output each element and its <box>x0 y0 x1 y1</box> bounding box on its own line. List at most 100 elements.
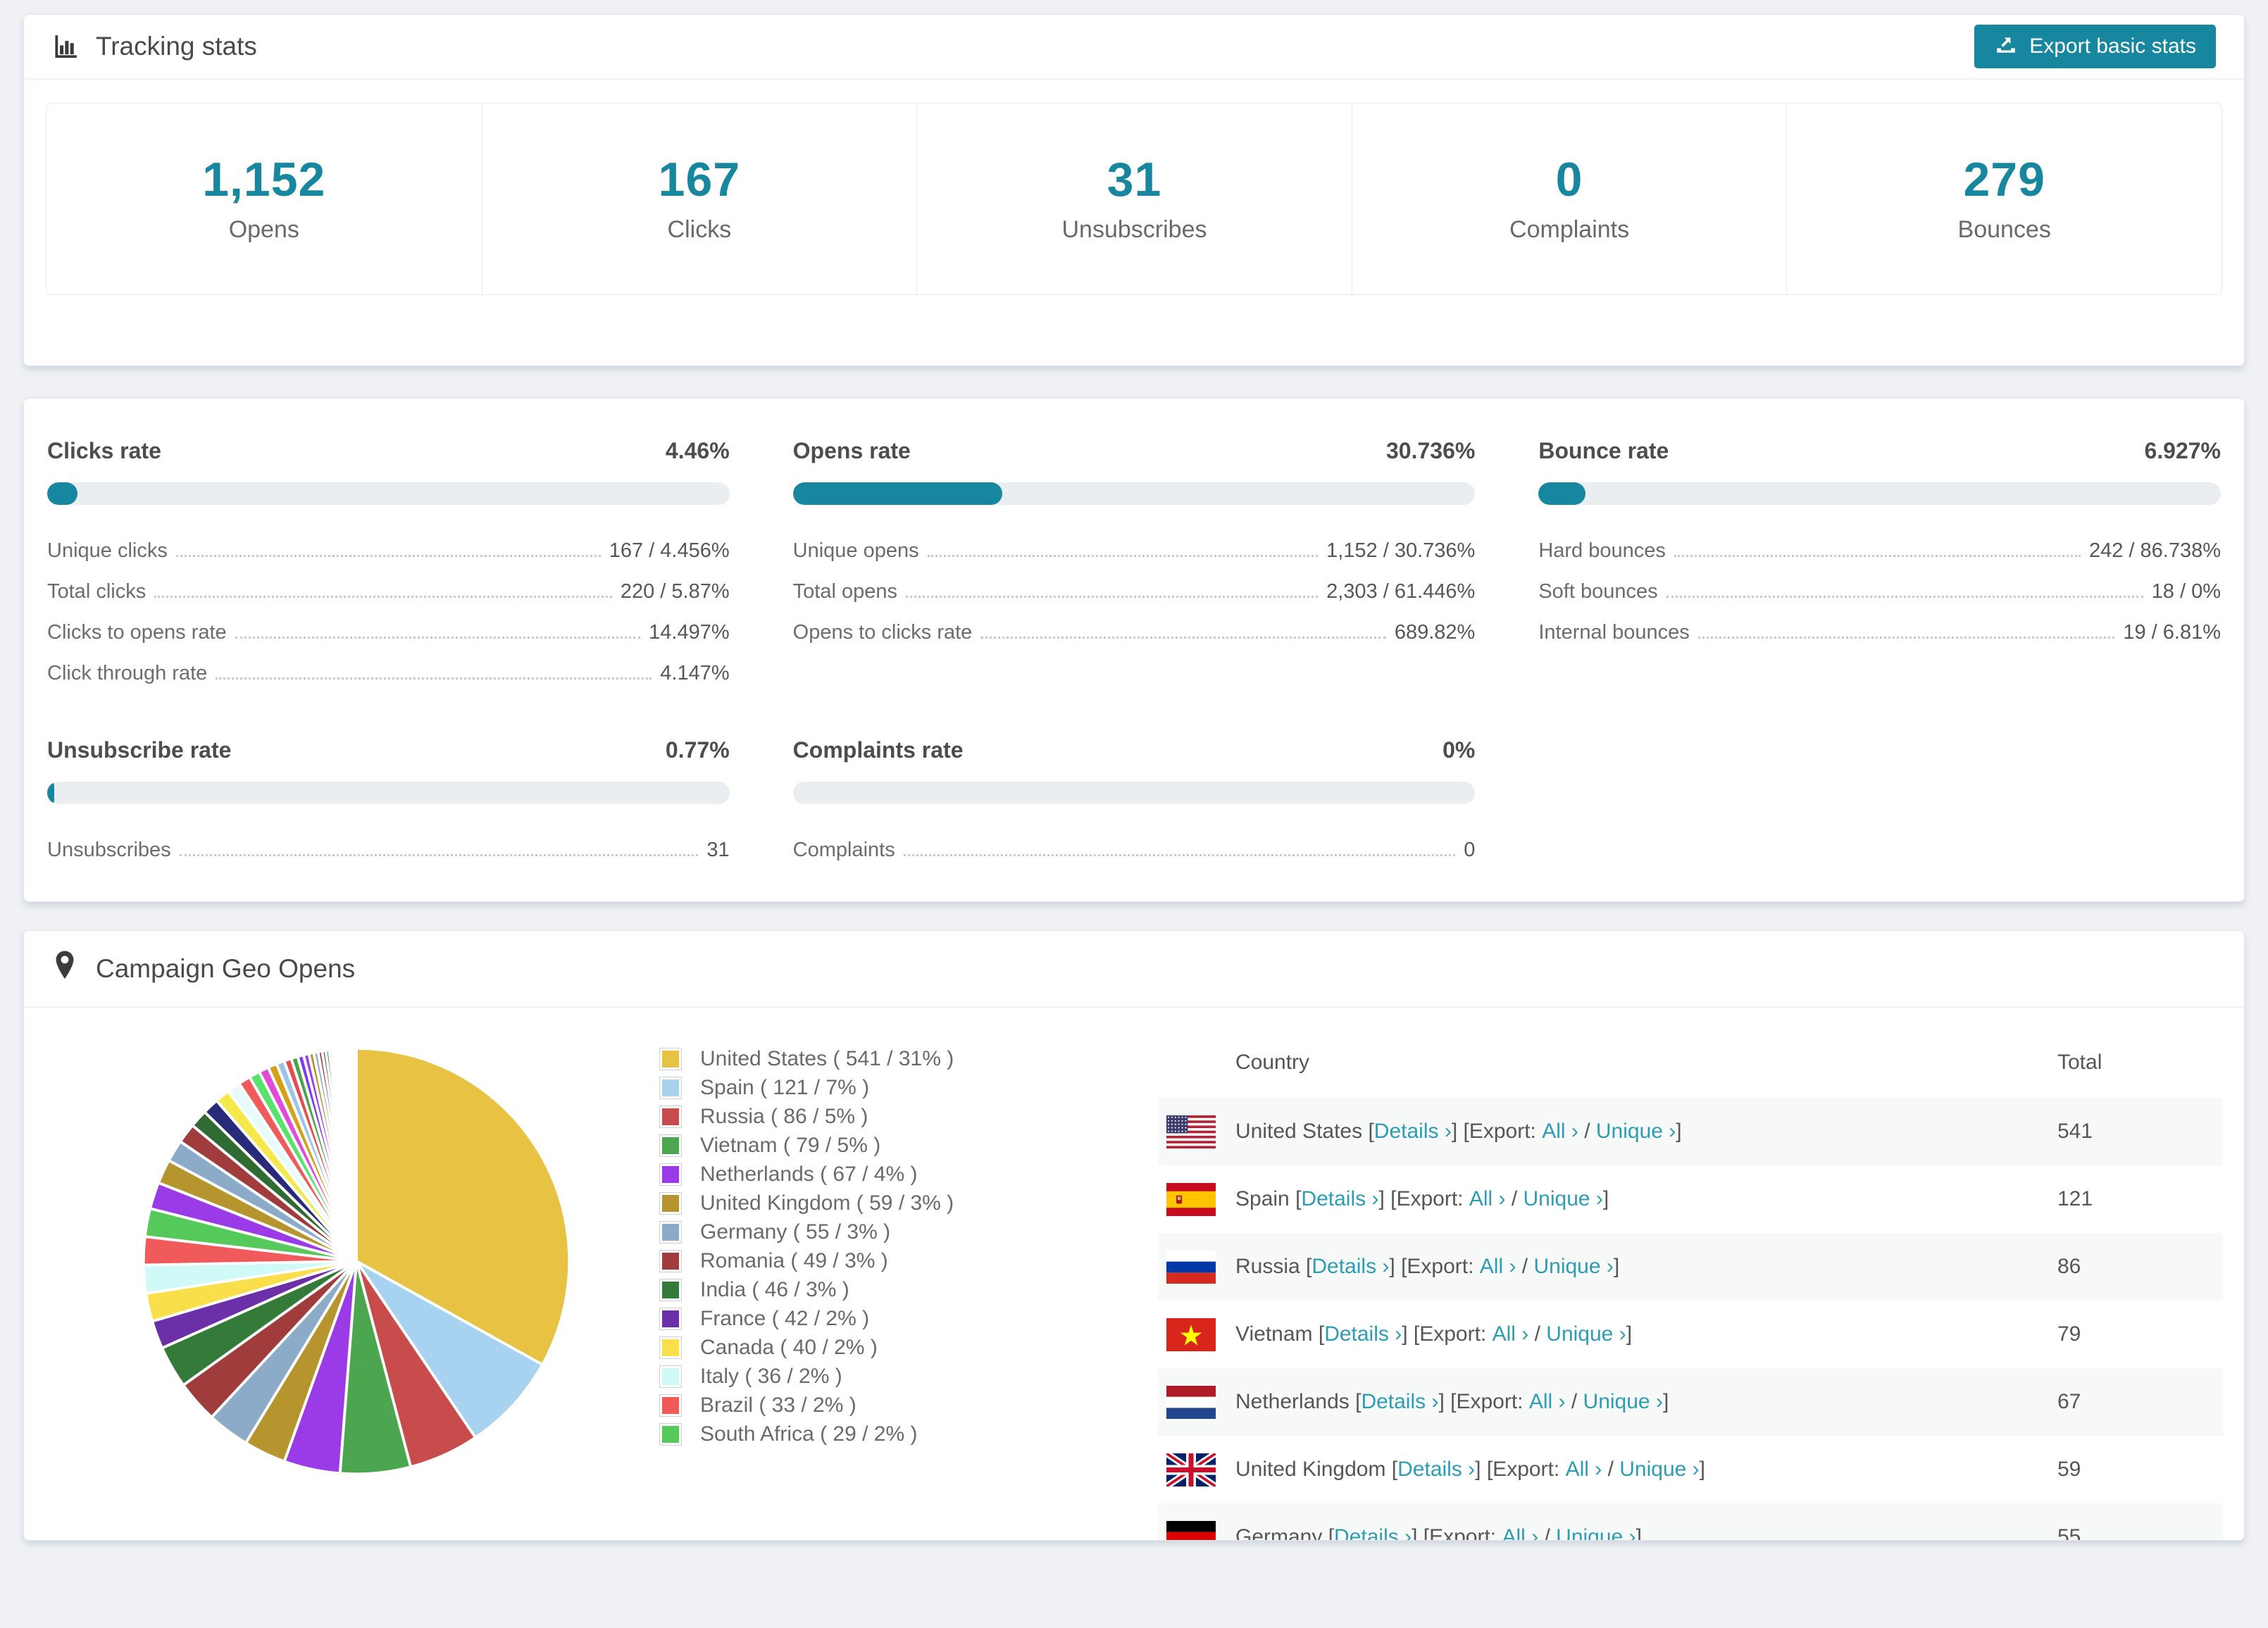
legend-label: United States ( 541 / 31% ) <box>700 1046 954 1070</box>
country-cell: United States [Details ›] [Export: All ›… <box>1158 1115 2057 1148</box>
flag-icon-us <box>1166 1115 1216 1148</box>
geo-table-body: United States [Details ›] [Export: All ›… <box>1158 1098 2223 1541</box>
export-basic-stats-button[interactable]: Export basic stats <box>1974 25 2216 68</box>
rate-detail-row: Internal bounces 19 / 6.81% <box>1538 605 2221 646</box>
export-all-link[interactable]: All › <box>1528 1390 1566 1413</box>
legend-swatch <box>659 1047 682 1070</box>
legend-label: Germany ( 55 / 3% ) <box>700 1220 891 1244</box>
export-prefix: [Export: <box>1401 1255 1474 1278</box>
export-unique-link[interactable]: Unique › <box>1546 1322 1626 1346</box>
geo-pie-chart[interactable] <box>138 1043 575 1479</box>
export-all-link[interactable]: All › <box>1479 1255 1516 1278</box>
summary-stat-complaints: 0 Complaints <box>1351 104 1787 294</box>
legend-item-italy[interactable]: Italy ( 36 / 2% ) <box>659 1362 1075 1391</box>
stat-value: 1,152 <box>202 153 326 206</box>
rate-detail-row: Soft bounces 18 / 0% <box>1538 564 2221 605</box>
legend-item-south-africa[interactable]: South Africa ( 29 / 2% ) <box>659 1420 1075 1448</box>
export-all-link[interactable]: All › <box>1502 1525 1539 1541</box>
legend-swatch <box>659 1220 682 1244</box>
geo-table-row-vietnam: Vietnam [Details ›] [Export: All › / Uni… <box>1158 1301 2223 1368</box>
rate-detail-value: 220 / 5.87% <box>620 580 730 603</box>
flag-icon-ru <box>1166 1250 1216 1284</box>
geo-table-row-germany: Germany [Details ›] [Export: All › / Uni… <box>1158 1503 2223 1541</box>
geo-pie-legend: United States ( 541 / 31% ) Spain ( 121 /… <box>659 1044 1075 1448</box>
rate-progress-fill <box>792 482 1003 505</box>
legend-swatch <box>659 1278 682 1301</box>
export-prefix: [Export: <box>1390 1187 1464 1210</box>
export-unique-link[interactable]: Unique › <box>1619 1458 1700 1481</box>
legend-item-russia[interactable]: Russia ( 86 / 5% ) <box>659 1102 1075 1131</box>
tracking-stats-header: Tracking stats Export basic stats <box>24 15 2244 80</box>
legend-item-romania[interactable]: Romania ( 49 / 3% ) <box>659 1246 1075 1275</box>
country-details-link[interactable]: Details › <box>1334 1525 1412 1541</box>
rate-detail-value: 14.497% <box>649 621 730 644</box>
legend-item-vietnam[interactable]: Vietnam ( 79 / 5% ) <box>659 1131 1075 1160</box>
country-details-link[interactable]: Details › <box>1311 1255 1390 1278</box>
legend-item-united-states[interactable]: United States ( 541 / 31% ) <box>659 1044 1075 1073</box>
export-all-link[interactable]: All › <box>1542 1120 1578 1143</box>
legend-item-spain[interactable]: Spain ( 121 / 7% ) <box>659 1073 1075 1102</box>
export-unique-link[interactable]: Unique › <box>1533 1255 1614 1278</box>
dotted-leader <box>927 555 1319 557</box>
rate-panel-unsubscribe-rate: Unsubscribe rate 0.77% Unsubscribes 31 <box>47 737 730 863</box>
rate-detail-label: Internal bounces <box>1538 621 1690 644</box>
rate-detail-value: 1,152 / 30.736% <box>1326 539 1476 562</box>
export-unique-link[interactable]: Unique › <box>1556 1525 1636 1541</box>
country-cell: Germany [Details ›] [Export: All › / Uni… <box>1158 1520 2057 1541</box>
rate-detail-value: 167 / 4.456% <box>609 539 730 562</box>
export-all-link[interactable]: All › <box>1492 1322 1529 1346</box>
export-all-link[interactable]: All › <box>1469 1187 1506 1210</box>
legend-label: France ( 42 / 2% ) <box>700 1306 870 1330</box>
legend-item-germany[interactable]: Germany ( 55 / 3% ) <box>659 1217 1075 1246</box>
country-details-link[interactable]: Details › <box>1397 1458 1476 1481</box>
rate-panel-complaints-rate: Complaints rate 0% Complaints 0 <box>792 737 1476 863</box>
map-pin-icon <box>52 950 77 987</box>
country-total: 79 <box>2057 1322 2081 1346</box>
rate-value: 4.46% <box>665 438 730 463</box>
country-name: United States <box>1235 1120 1363 1143</box>
country-total: 121 <box>2057 1187 2093 1210</box>
rate-detail-row: Click through rate 4.147% <box>47 646 730 687</box>
stat-label: Complaints <box>1509 216 1630 243</box>
legend-item-france[interactable]: France ( 42 / 2% ) <box>659 1304 1075 1333</box>
rates-card: Clicks rate 4.46% Unique clicks 167 / 4.456… <box>23 398 2245 902</box>
rate-progress-fill <box>1538 482 1586 505</box>
export-unique-link[interactable]: Unique › <box>1583 1390 1663 1413</box>
rate-detail-value: 31 <box>706 839 730 861</box>
geo-table-row-spain: Spain [Details ›] [Export: All › / Uniqu… <box>1158 1165 2223 1233</box>
country-name: Spain <box>1235 1187 1290 1210</box>
rate-detail-value: 18 / 0% <box>2151 580 2221 603</box>
rate-detail-row: Unique opens 1,152 / 30.736% <box>793 523 1476 564</box>
page-title-text: Tracking stats <box>96 32 257 61</box>
dotted-leader <box>980 637 1386 639</box>
pie-slice-united-states[interactable] <box>355 1046 571 1366</box>
pie-slice-spain[interactable] <box>355 1260 544 1439</box>
export-all-link[interactable]: All › <box>1565 1458 1602 1481</box>
legend-item-brazil[interactable]: Brazil ( 33 / 2% ) <box>659 1391 1075 1420</box>
legend-item-united-kingdom[interactable]: United Kingdom ( 59 / 3% ) <box>659 1189 1075 1217</box>
rate-detail-value: 2,303 / 61.446% <box>1326 580 1476 603</box>
stat-label: Bounces <box>1957 216 2051 243</box>
geo-table-row-united-kingdom: United Kingdom [Details ›] [Export: All … <box>1158 1436 2223 1503</box>
country-details-link[interactable]: Details › <box>1373 1120 1452 1143</box>
country-cell: United Kingdom [Details ›] [Export: All … <box>1158 1453 2057 1486</box>
rate-detail-label: Clicks to opens rate <box>47 621 227 644</box>
page-title: Tracking stats <box>52 32 257 61</box>
country-details-link[interactable]: Details › <box>1301 1187 1379 1210</box>
legend-label: Romania ( 49 / 3% ) <box>700 1248 888 1272</box>
legend-item-canada[interactable]: Canada ( 40 / 2% ) <box>659 1333 1075 1362</box>
export-unique-link[interactable]: Unique › <box>1523 1187 1603 1210</box>
rate-detail-label: Opens to clicks rate <box>792 621 973 644</box>
legend-label: Russia ( 86 / 5% ) <box>700 1104 868 1128</box>
rate-progress-fill <box>47 482 78 505</box>
country-details-link[interactable]: Details › <box>1361 1390 1439 1413</box>
summary-stat-bounces: 279 Bounces <box>1786 104 2222 294</box>
rate-detail-value: 0 <box>1464 839 1476 861</box>
legend-item-india[interactable]: India ( 46 / 3% ) <box>659 1275 1075 1304</box>
rate-detail-label: Click through rate <box>47 662 208 684</box>
export-unique-link[interactable]: Unique › <box>1595 1120 1676 1143</box>
legend-swatch <box>659 1422 682 1446</box>
country-cell: Russia [Details ›] [Export: All › / Uniq… <box>1158 1250 2057 1284</box>
legend-item-netherlands[interactable]: Netherlands ( 67 / 4% ) <box>659 1160 1075 1189</box>
country-details-link[interactable]: Details › <box>1324 1322 1402 1346</box>
